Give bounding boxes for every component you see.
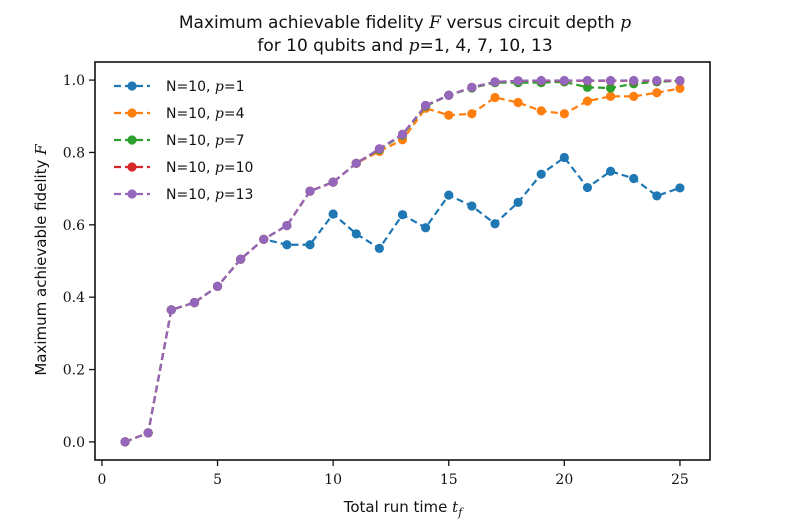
x-tick-label: 15 <box>440 472 458 488</box>
data-point <box>629 91 639 101</box>
data-point <box>143 428 153 438</box>
data-point <box>490 92 500 103</box>
plot-area-frame <box>94 61 711 461</box>
data-point <box>328 209 338 219</box>
data-point <box>513 97 523 108</box>
data-point <box>236 254 246 264</box>
data-point <box>582 82 593 92</box>
legend: N=10, p=1 N=10, p=4 N=10, p=7 N=10, p=10 N=1… <box>114 79 253 203</box>
data-point <box>421 223 431 233</box>
data-point <box>559 109 569 119</box>
x-tick-label: 25 <box>671 472 689 488</box>
data-point <box>675 183 685 193</box>
data-point <box>536 106 546 116</box>
data-point <box>490 77 500 87</box>
data-point <box>559 75 569 86</box>
data-point <box>490 219 500 229</box>
chart-title-line-2: for 10 qubits and p=1, 4, 7, 10, 13 <box>257 36 552 56</box>
data-point <box>605 166 616 176</box>
data-point <box>675 83 685 94</box>
data-point <box>212 281 223 291</box>
y-tick-label: 0.6 <box>63 218 85 234</box>
data-point <box>397 210 408 220</box>
data-point <box>166 305 176 315</box>
data-point <box>444 190 454 200</box>
legend-item: N=10, p=7 <box>114 133 245 149</box>
data-point <box>467 201 477 211</box>
data-point <box>189 298 200 308</box>
legend-marker <box>127 108 137 118</box>
data-point <box>513 76 523 86</box>
legend-item: N=10, p=13 <box>114 187 253 203</box>
y-tick-label: 0.4 <box>63 290 85 306</box>
x-tick-label: 0 <box>97 472 106 488</box>
legend-marker <box>127 189 137 199</box>
legend-label: N=10, p=1 <box>166 79 245 95</box>
data-point <box>652 75 662 86</box>
data-point <box>444 110 454 120</box>
series-layer <box>120 75 685 447</box>
y-tick-label: 0.0 <box>63 435 85 451</box>
data-point <box>305 240 315 250</box>
data-point <box>605 91 616 101</box>
legend-marker <box>127 162 137 172</box>
data-point <box>629 75 639 86</box>
legend-label: N=10, p=7 <box>166 133 245 149</box>
data-point <box>374 243 384 253</box>
legend-item: N=10, p=4 <box>114 106 245 122</box>
data-point <box>605 83 616 93</box>
x-tick-label: 10 <box>324 472 342 488</box>
data-point <box>305 186 315 196</box>
data-point <box>421 100 431 111</box>
data-point <box>582 75 593 86</box>
legend-item: N=10, p=1 <box>114 79 245 95</box>
data-point <box>282 240 292 250</box>
series-p13 <box>120 75 685 447</box>
chart-title-line-1: Maximum achievable fidelity F versus cir… <box>179 13 631 33</box>
legend-label: N=10, p=13 <box>166 187 253 203</box>
data-point <box>374 144 384 154</box>
y-tick-label: 0.2 <box>63 363 85 379</box>
data-point <box>605 75 616 86</box>
y-tick-label: 1.0 <box>63 73 85 89</box>
data-point <box>328 177 338 187</box>
axis-ticks: 0 5 10 15 20 25 0.0 0.2 0.4 0.6 0.8 1.0 <box>63 73 689 488</box>
data-point <box>397 129 408 139</box>
data-point <box>536 169 546 179</box>
data-point <box>467 109 477 119</box>
data-point <box>582 96 593 106</box>
y-axis-label: Maximum achievable fidelity F <box>32 144 50 376</box>
data-point <box>351 229 361 239</box>
data-point <box>467 82 477 92</box>
legend-label: N=10, p=10 <box>166 160 253 176</box>
data-point <box>582 182 593 193</box>
data-point <box>282 220 292 231</box>
data-point <box>120 437 130 447</box>
data-point <box>513 197 523 207</box>
data-point <box>444 90 454 100</box>
legend-marker <box>127 81 137 91</box>
data-point <box>559 152 569 163</box>
data-point <box>652 88 662 98</box>
data-point <box>259 234 269 244</box>
legend-item: N=10, p=10 <box>114 160 253 176</box>
data-point <box>351 158 361 168</box>
legend-marker <box>127 135 137 145</box>
data-point <box>652 191 662 201</box>
x-tick-label: 20 <box>555 472 573 488</box>
x-axis-label: Total run time tf <box>343 498 464 519</box>
data-point <box>675 75 685 86</box>
data-point <box>629 173 639 184</box>
y-tick-label: 0.8 <box>63 145 85 161</box>
legend-label: N=10, p=4 <box>166 106 245 122</box>
data-point <box>536 75 546 86</box>
x-tick-label: 5 <box>213 472 222 488</box>
